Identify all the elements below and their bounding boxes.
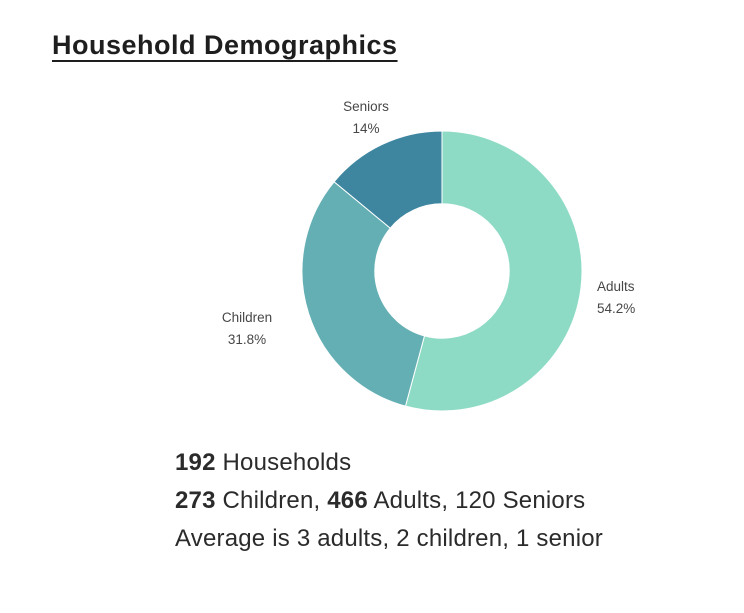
slice-label-seniors: Seniors 14% — [306, 96, 426, 140]
children-label: Children, — [215, 487, 328, 514]
slice-label-adults-pct: 54.2% — [597, 301, 636, 316]
donut-slice-children[interactable] — [301, 181, 426, 407]
stat-line-households: 192 Households — [175, 444, 603, 482]
stat-line-population: 273 Children, 466 Adults, 120 Seniors — [175, 482, 603, 520]
slice-label-children-name: Children — [221, 310, 273, 325]
donut-slice-adults[interactable] — [404, 130, 583, 412]
donut-chart — [301, 130, 583, 412]
slice-label-seniors-name: Seniors — [343, 99, 389, 114]
slice-label-adults-name: Adults — [597, 279, 635, 294]
slice-label-seniors-pct: 14% — [352, 121, 380, 136]
children-count: 273 — [175, 487, 216, 514]
summary-stats: 192 Households 273 Children, 466 Adults,… — [175, 444, 603, 558]
slice-label-adults: Adults 54.2% — [597, 276, 717, 320]
stat-line-average: Average is 3 adults, 2 children, 1 senio… — [175, 525, 604, 552]
slice-label-children-pct: 31.8% — [227, 332, 267, 347]
adults-count: 466 — [327, 487, 368, 514]
adults-seniors-label: Adults, 120 Seniors — [367, 487, 586, 514]
households-label: Households — [215, 449, 352, 476]
donut-slice-seniors[interactable] — [333, 130, 443, 229]
slice-label-children: Children 31.8% — [187, 307, 307, 351]
households-count: 192 — [175, 449, 216, 476]
page-title: Household Demographics — [52, 30, 398, 60]
